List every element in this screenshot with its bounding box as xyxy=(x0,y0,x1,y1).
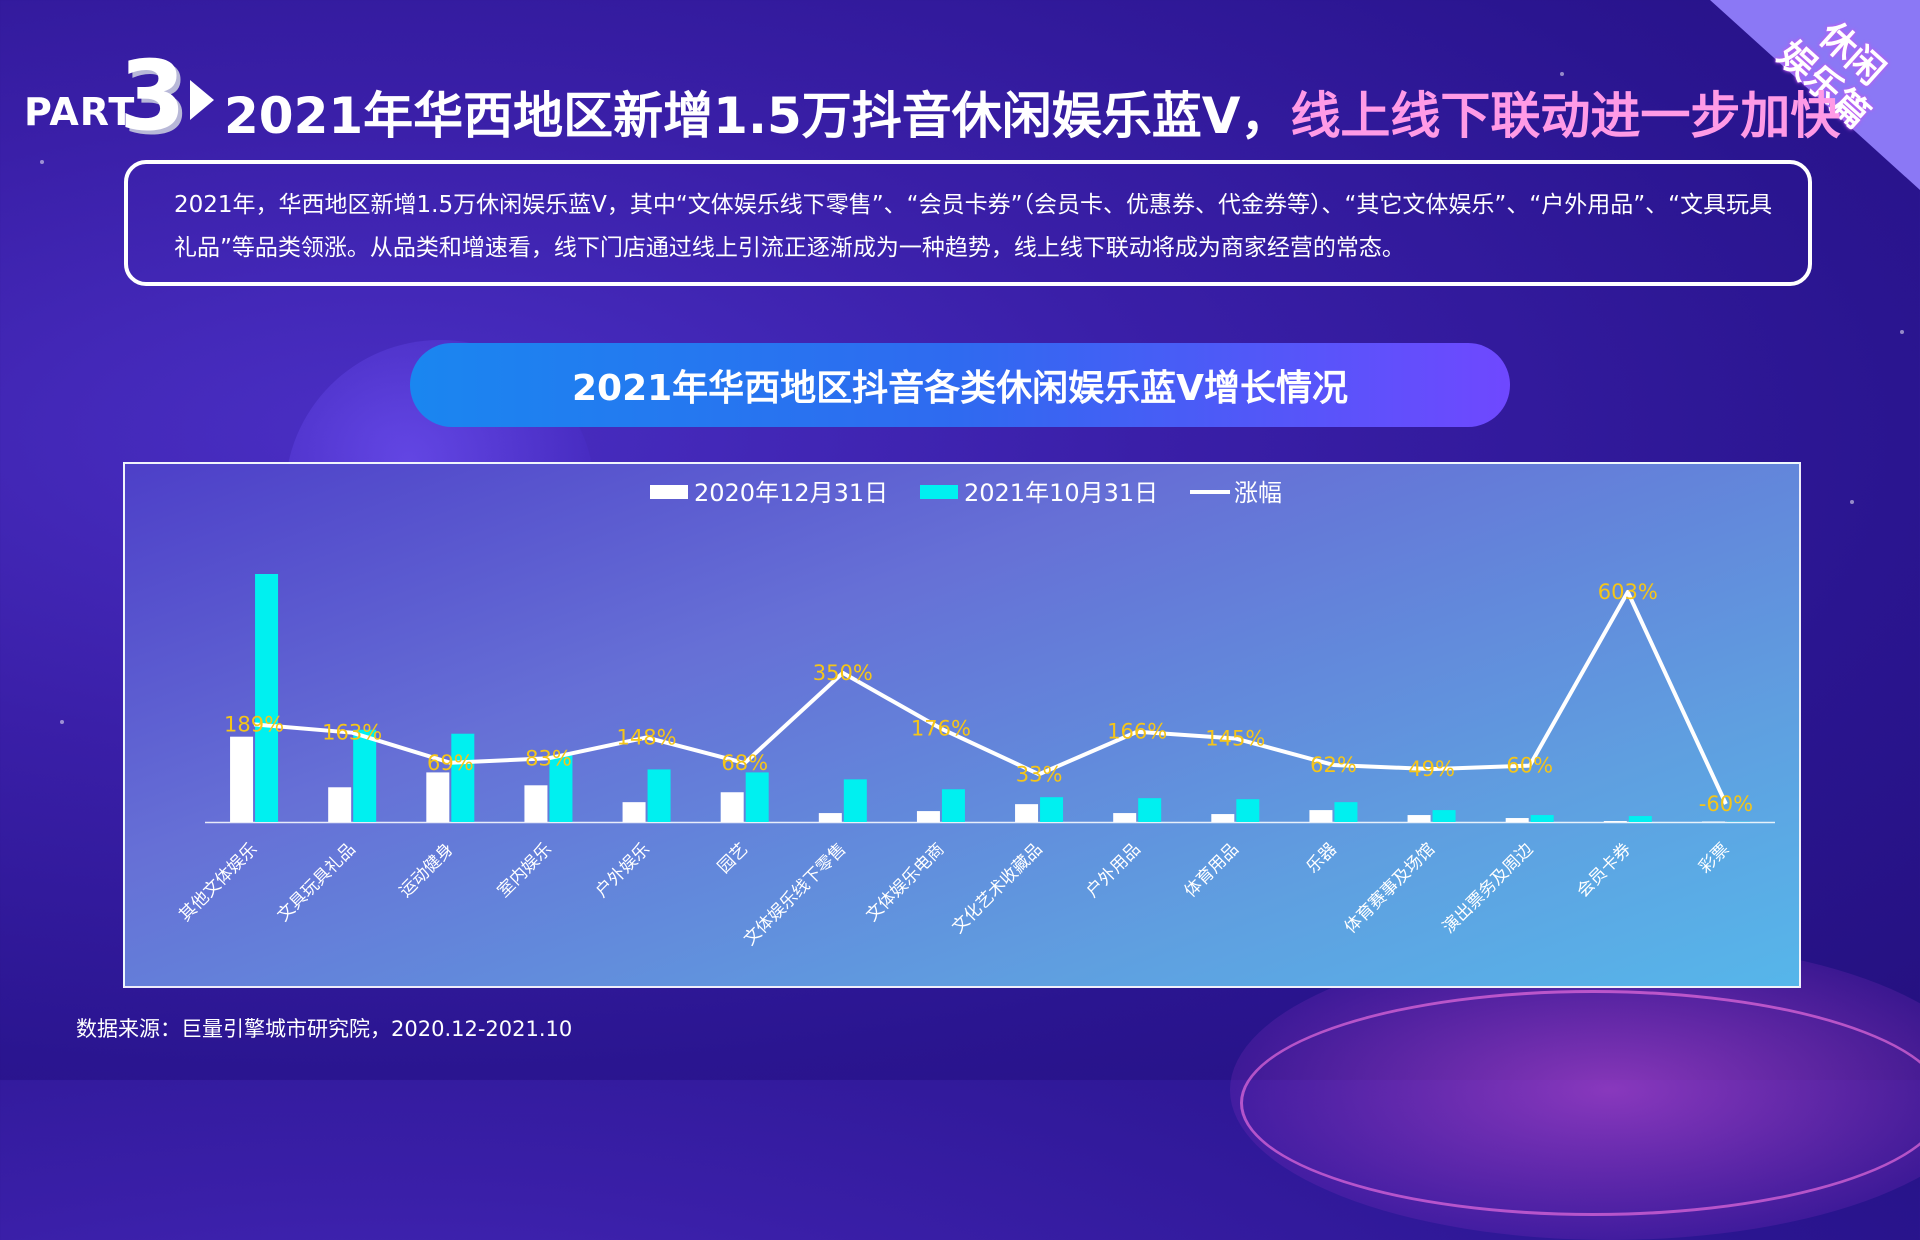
growth-label-10: 145% xyxy=(1205,726,1265,750)
chart-panel: 2020年12月31日 2021年10月31日 涨幅其他文体娱乐文具玩具礼品运动健身… xyxy=(123,462,1801,988)
bar-2021-13 xyxy=(1531,815,1554,822)
chart-svg: 2020年12月31日 2021年10月31日 涨幅其他文体娱乐文具玩具礼品运动健身… xyxy=(125,464,1799,986)
category-label-0: 其他文体娱乐 xyxy=(175,839,261,925)
bar-2021-6 xyxy=(844,779,867,822)
bar-2020-1 xyxy=(328,787,351,822)
bar-2020-5 xyxy=(721,792,744,822)
bar-2021-7 xyxy=(942,789,965,822)
growth-label-7: 176% xyxy=(911,717,971,741)
title-pink-part: 线上线下联动进一步加快 xyxy=(1290,87,1840,145)
data-source: 数据来源：巨量引擎城市研究院，2020.12-2021.10 xyxy=(76,1013,572,1043)
growth-line xyxy=(254,592,1726,804)
title-white-part: 2021年华西地区新增1.5万抖音休闲娱乐蓝V， xyxy=(224,87,1290,145)
bar-2020-4 xyxy=(623,802,646,822)
bar-2021-11 xyxy=(1334,802,1357,822)
bar-2020-14 xyxy=(1604,821,1627,822)
bar-2021-14 xyxy=(1629,816,1652,822)
growth-label-8: 33% xyxy=(1016,762,1063,786)
category-label-8: 文化艺术收藏品 xyxy=(948,839,1046,937)
chart-title: 2021年华西地区抖音各类休闲娱乐蓝V增长情况 xyxy=(572,359,1348,411)
growth-label-4: 148% xyxy=(617,725,677,749)
background-star xyxy=(60,720,64,724)
legend-label-0: 2020年12月31日 xyxy=(694,479,888,507)
bar-2020-12 xyxy=(1408,815,1431,822)
bar-2020-11 xyxy=(1309,810,1332,822)
background-star xyxy=(1900,330,1904,334)
growth-label-0: 189% xyxy=(224,712,284,736)
category-label-6: 文体娱乐线下零售 xyxy=(740,839,850,949)
category-label-15: 彩票 xyxy=(1695,839,1733,877)
growth-label-12: 49% xyxy=(1408,757,1455,781)
bar-2020-2 xyxy=(426,772,449,822)
bar-2021-10 xyxy=(1236,799,1259,822)
growth-label-3: 83% xyxy=(525,746,572,770)
bar-2020-7 xyxy=(917,811,940,822)
category-label-3: 室内娱乐 xyxy=(494,839,556,901)
bar-2021-12 xyxy=(1433,810,1456,822)
bar-2021-9 xyxy=(1138,798,1161,822)
category-label-1: 文具玩具礼品 xyxy=(273,839,359,925)
bar-2020-9 xyxy=(1113,813,1136,822)
category-label-10: 体育用品 xyxy=(1181,839,1243,901)
growth-label-6: 350% xyxy=(813,661,873,685)
bar-2021-4 xyxy=(648,769,671,822)
growth-label-1: 163% xyxy=(322,721,382,745)
bar-2021-2 xyxy=(451,734,474,822)
growth-label-14: 603% xyxy=(1598,580,1658,604)
background-planet-ring xyxy=(1240,990,1920,1216)
bar-2020-0 xyxy=(230,737,253,822)
bar-2020-8 xyxy=(1015,804,1038,822)
bar-2021-8 xyxy=(1040,797,1063,822)
description-box: 2021年，华西地区新增1.5万休闲娱乐蓝V，其中“文体娱乐线下零售”、“会员卡… xyxy=(124,160,1812,286)
bar-2020-6 xyxy=(819,813,842,822)
category-label-2: 运动健身 xyxy=(396,839,458,901)
bar-2021-0 xyxy=(255,574,278,822)
bar-2020-3 xyxy=(524,785,547,822)
category-label-13: 演出票务及周边 xyxy=(1439,839,1537,937)
bar-2021-5 xyxy=(746,772,769,822)
description-text: 2021年，华西地区新增1.5万休闲娱乐蓝V，其中“文体娱乐线下零售”、“会员卡… xyxy=(174,184,1782,270)
bar-2020-10 xyxy=(1211,814,1234,822)
chart-title-pill: 2021年华西地区抖音各类休闲娱乐蓝V增长情况 xyxy=(410,343,1510,427)
category-label-14: 会员卡券 xyxy=(1573,839,1635,901)
legend-swatch-1 xyxy=(920,485,958,499)
bar-2020-13 xyxy=(1506,818,1529,822)
growth-label-15: -60% xyxy=(1699,792,1753,816)
category-label-4: 户外娱乐 xyxy=(592,839,654,901)
category-label-5: 园艺 xyxy=(714,839,752,877)
growth-label-5: 68% xyxy=(721,751,768,775)
play-arrow-icon xyxy=(190,80,214,120)
legend-swatch-0 xyxy=(650,485,688,499)
background-star xyxy=(1850,500,1854,504)
part-number: 3 xyxy=(119,40,186,152)
legend-label-1: 2021年10月31日 xyxy=(964,479,1158,507)
category-label-7: 文体娱乐电商 xyxy=(862,839,948,925)
page-title: 2021年华西地区新增1.5万抖音休闲娱乐蓝V，线上线下联动进一步加快 xyxy=(224,76,1840,148)
category-label-11: 乐器 xyxy=(1303,839,1341,877)
growth-label-11: 62% xyxy=(1310,753,1357,777)
background-star xyxy=(40,160,44,164)
growth-label-13: 60% xyxy=(1506,754,1553,778)
legend-label-2: 涨幅 xyxy=(1234,479,1282,507)
category-label-12: 体育赛事及场馆 xyxy=(1340,839,1439,938)
growth-label-9: 166% xyxy=(1107,720,1167,744)
growth-label-2: 69% xyxy=(427,751,474,775)
category-label-9: 户外用品 xyxy=(1082,839,1144,901)
